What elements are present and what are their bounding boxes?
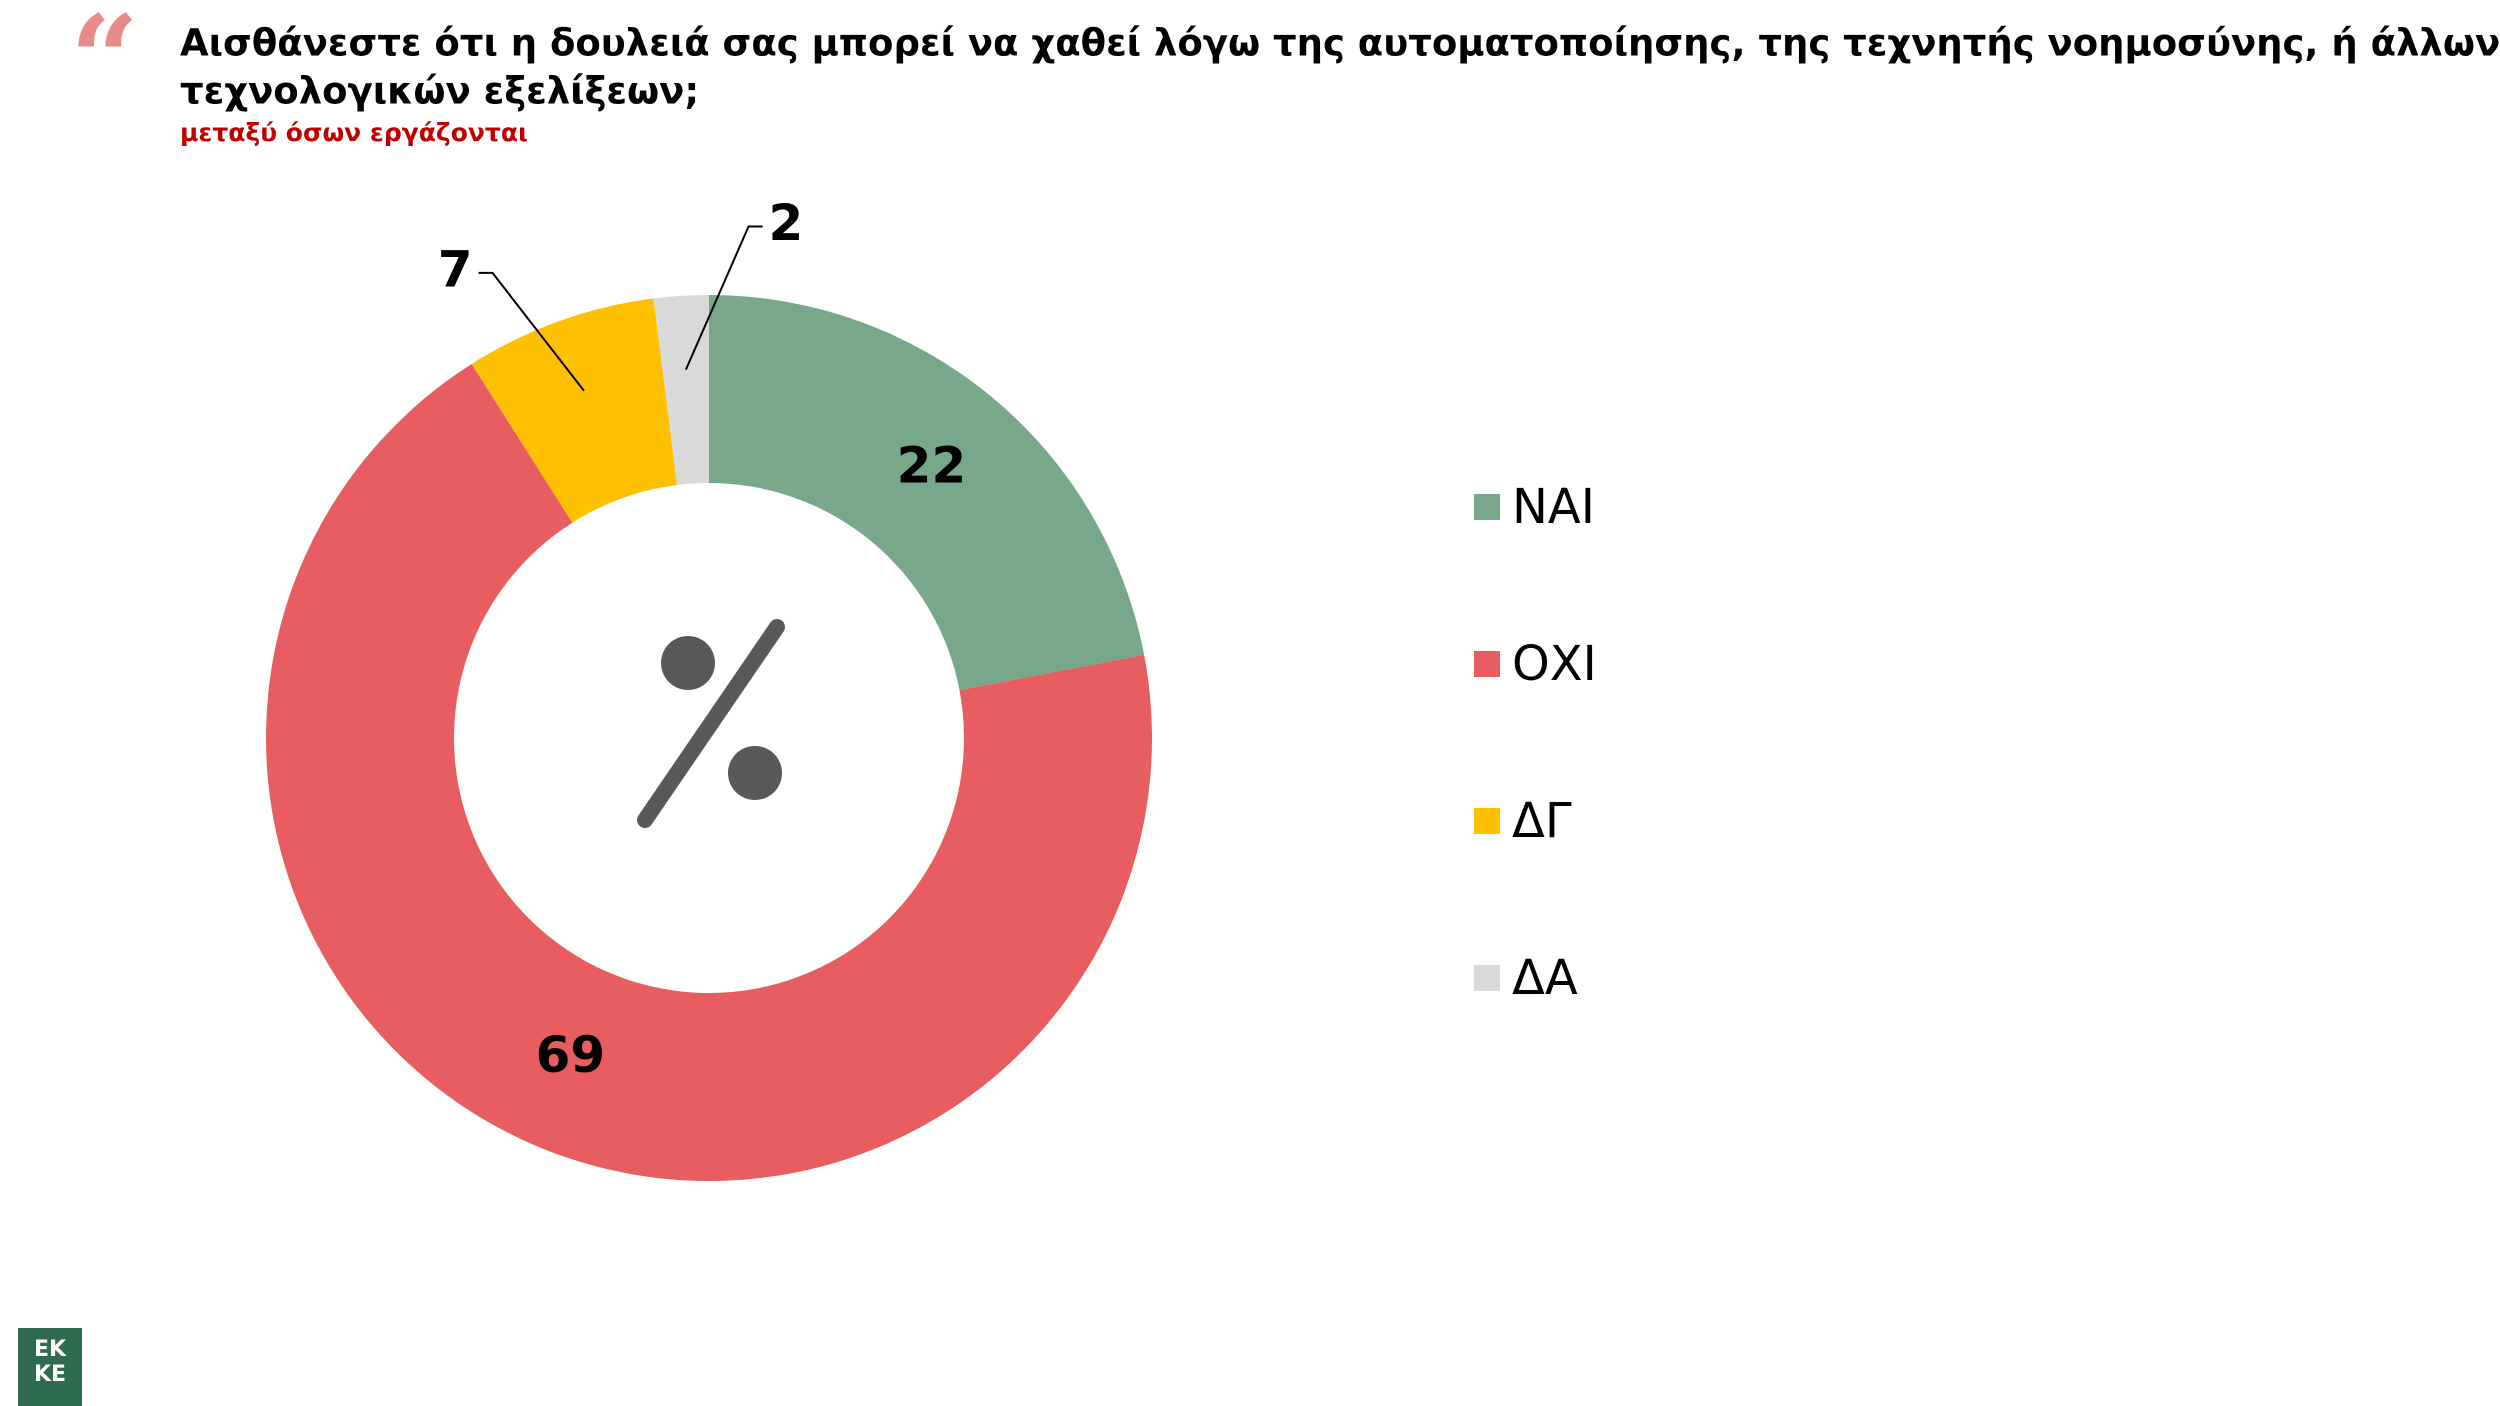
data-label: 69 [536,1026,606,1084]
logo-text: EK [34,1337,67,1362]
chart-title: τεχνολογικών εξελίξεων; [180,70,699,113]
legend-swatch [1474,808,1500,834]
chart-subtitle: μεταξύ όσων εργάζονται [180,118,528,147]
legend-label: ΔΑ [1512,950,1578,1006]
donut-slice [709,295,1145,691]
donut-slice [471,298,678,523]
leader-line [684,225,763,371]
logo-text: KE [34,1362,66,1387]
chart-title: Αισθάνεστε ότι η δουλειά σας μπορεί να χ… [180,22,2500,65]
donut [265,225,1152,1182]
legend-label: ΟΧΙ [1512,636,1597,692]
data-label: 7 [438,240,473,298]
legend-label: ΔΓ [1512,793,1572,849]
leader-line [478,271,585,392]
donut-slice [653,295,709,486]
quote-icon: “ [70,0,139,130]
legend-swatch [1474,965,1500,991]
donut-slice [265,363,1152,1182]
percent-icon [637,619,785,828]
logo: EK KE [18,1328,82,1406]
legend-label: ΝΑΙ [1512,479,1595,535]
legend-swatch [1474,494,1500,520]
data-label: 2 [769,194,804,252]
legend-swatch [1474,651,1500,677]
data-label: 22 [897,437,967,495]
